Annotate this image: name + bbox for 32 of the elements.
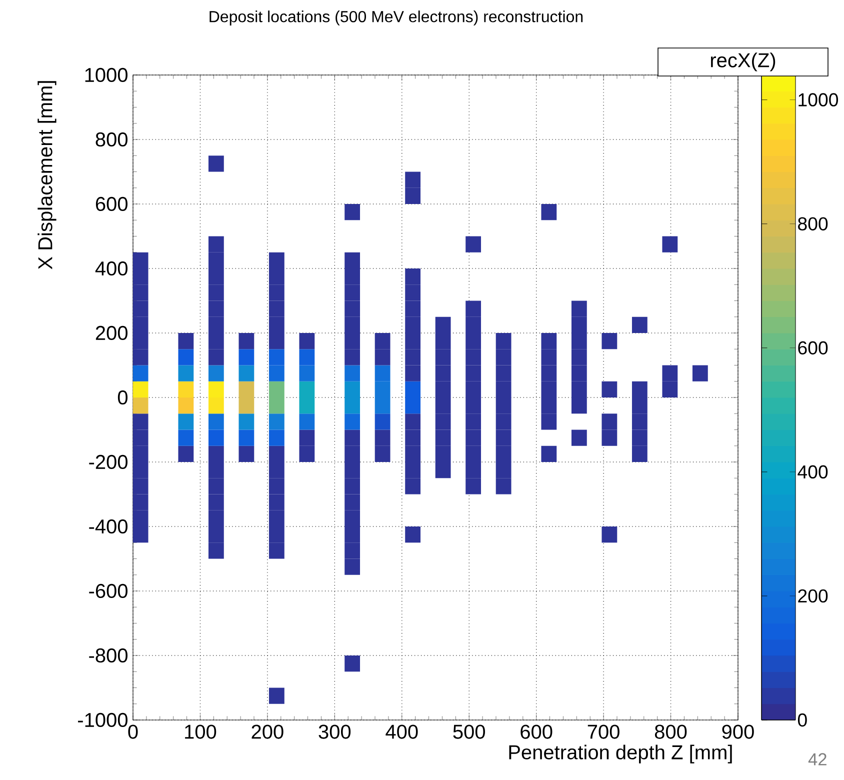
chart-title: Deposit locations (500 MeV electrons) reconstruction (210, 10, 583, 26)
y-tick-label: 1000 (85, 68, 128, 82)
color-bar-label: 400 (798, 465, 828, 479)
y-tick-label: -1000 (78, 712, 128, 728)
x-tick-label: 300 (318, 724, 351, 739)
x-tick-label: 500 (453, 724, 485, 739)
x-tick-label: 400 (386, 724, 418, 739)
x-tick-label: 100 (185, 724, 216, 739)
color-bar-label: 800 (798, 217, 828, 230)
y-axis-title: X Displacement [mm] (38, 81, 56, 270)
y-tick-label: -800 (89, 648, 128, 663)
x-tick-label: 200 (252, 724, 284, 739)
x-tick-label: 600 (520, 724, 552, 739)
y-tick-label: 800 (96, 132, 128, 147)
y-tick-label: 600 (96, 196, 128, 212)
y-tick-label: -400 (89, 519, 128, 534)
text: recX(Z) (710, 52, 776, 72)
y-tick-label: -600 (89, 584, 128, 598)
y-tick-label: 400 (95, 261, 128, 276)
x-tick-label: 0 (128, 724, 138, 739)
color-bar-label: 0 (798, 713, 807, 727)
text: 42 (808, 753, 826, 766)
x-tick-label: 900 (722, 724, 754, 739)
color-bar-label: 600 (798, 341, 828, 354)
x-tick-label: 700 (588, 724, 620, 739)
color-bar-label: 1000 (798, 93, 838, 106)
y-tick-label: -200 (89, 454, 128, 470)
y-tick-label: 0 (118, 390, 128, 405)
y-tick-label: 200 (96, 326, 128, 340)
x-axis-title: Penetration depth Z [mm] (509, 744, 732, 764)
x-tick-label: 800 (654, 724, 687, 739)
color-bar-label: 200 (798, 589, 828, 603)
